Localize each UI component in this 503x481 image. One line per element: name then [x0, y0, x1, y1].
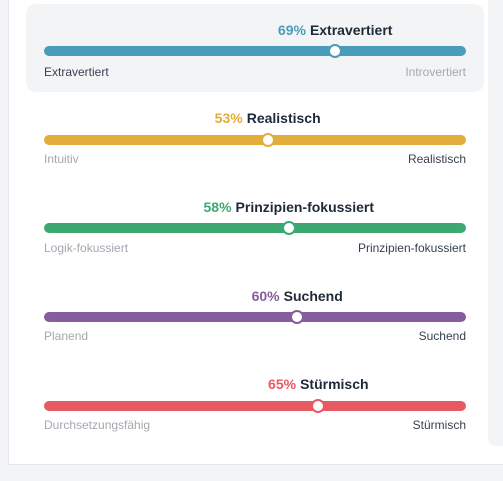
trait-bar: [44, 399, 466, 413]
footer-strip: [8, 464, 503, 481]
trait-left-label: Planend: [44, 329, 89, 343]
trait-scale-labels: Intuitiv Realistisch: [44, 152, 466, 166]
trait-right-label: Suchend: [418, 329, 466, 343]
trait-row-prospecting[interactable]: 60% Suchend Planend Suchend: [26, 268, 484, 356]
trait-title: 60% Suchend: [252, 288, 343, 304]
trait-knob[interactable]: [290, 310, 305, 324]
trait-row-realistic[interactable]: 53% Realistisch Intuitiv Realistisch: [26, 92, 484, 180]
trait-bar: [44, 221, 466, 235]
trait-title: 69% Extravertiert: [278, 22, 393, 38]
trait-right-label: Prinzipien-fokussiert: [357, 241, 466, 255]
trait-knob[interactable]: [328, 44, 343, 58]
trait-scale-labels: Planend Suchend: [44, 329, 466, 343]
trait-knob[interactable]: [311, 399, 326, 413]
trait-right-label: Realistisch: [407, 152, 466, 166]
trait-title: 53% Realistisch: [215, 110, 321, 126]
trait-percent: 69%: [277, 22, 306, 38]
adjacent-panel-edge: [488, 0, 503, 446]
trait-label: Stürmisch: [300, 376, 369, 392]
trait-left-label: Extravertiert: [44, 65, 109, 79]
trait-bar: [44, 133, 466, 147]
trait-row-principles[interactable]: 58% Prinzipien-fokussiert Logik-fokussier…: [26, 180, 484, 268]
trait-knob[interactable]: [260, 133, 275, 147]
trait-percent: 58%: [203, 199, 232, 215]
trait-row-turbulent[interactable]: 65% Stürmisch Durchsetzungsfähig Stürmisc…: [26, 356, 484, 446]
trait-title: 65% Stürmisch: [268, 376, 369, 392]
trait-label: Extravertiert: [309, 22, 393, 38]
trait-knob[interactable]: [281, 221, 296, 235]
trait-label: Realistisch: [246, 110, 321, 126]
trait-percent: 53%: [214, 110, 243, 126]
trait-title: 58% Prinzipien-fokussiert: [204, 199, 375, 215]
trait-label: Prinzipien-fokussiert: [235, 199, 374, 215]
trait-label: Suchend: [283, 288, 343, 304]
trait-scale-labels: Durchsetzungsfähig Stürmisch: [44, 418, 466, 432]
trait-bar: [44, 310, 466, 324]
trait-right-label: Stürmisch: [412, 418, 466, 432]
trait-scale-labels: Logik-fokussiert Prinzipien-fokussiert: [44, 241, 466, 255]
trait-percent: 65%: [268, 376, 297, 392]
trait-left-label: Intuitiv: [44, 152, 79, 166]
trait-bar: [44, 44, 466, 58]
trait-scale-labels: Extravertiert Introvertiert: [44, 65, 466, 79]
trait-right-label: Introvertiert: [405, 65, 466, 79]
trait-left-label: Logik-fokussiert: [44, 241, 129, 255]
trait-row-extraversion[interactable]: 69% Extravertiert Extravertiert Introvert…: [26, 4, 484, 92]
trait-percent: 60%: [251, 288, 280, 304]
trait-left-label: Durchsetzungsfähig: [44, 418, 151, 432]
